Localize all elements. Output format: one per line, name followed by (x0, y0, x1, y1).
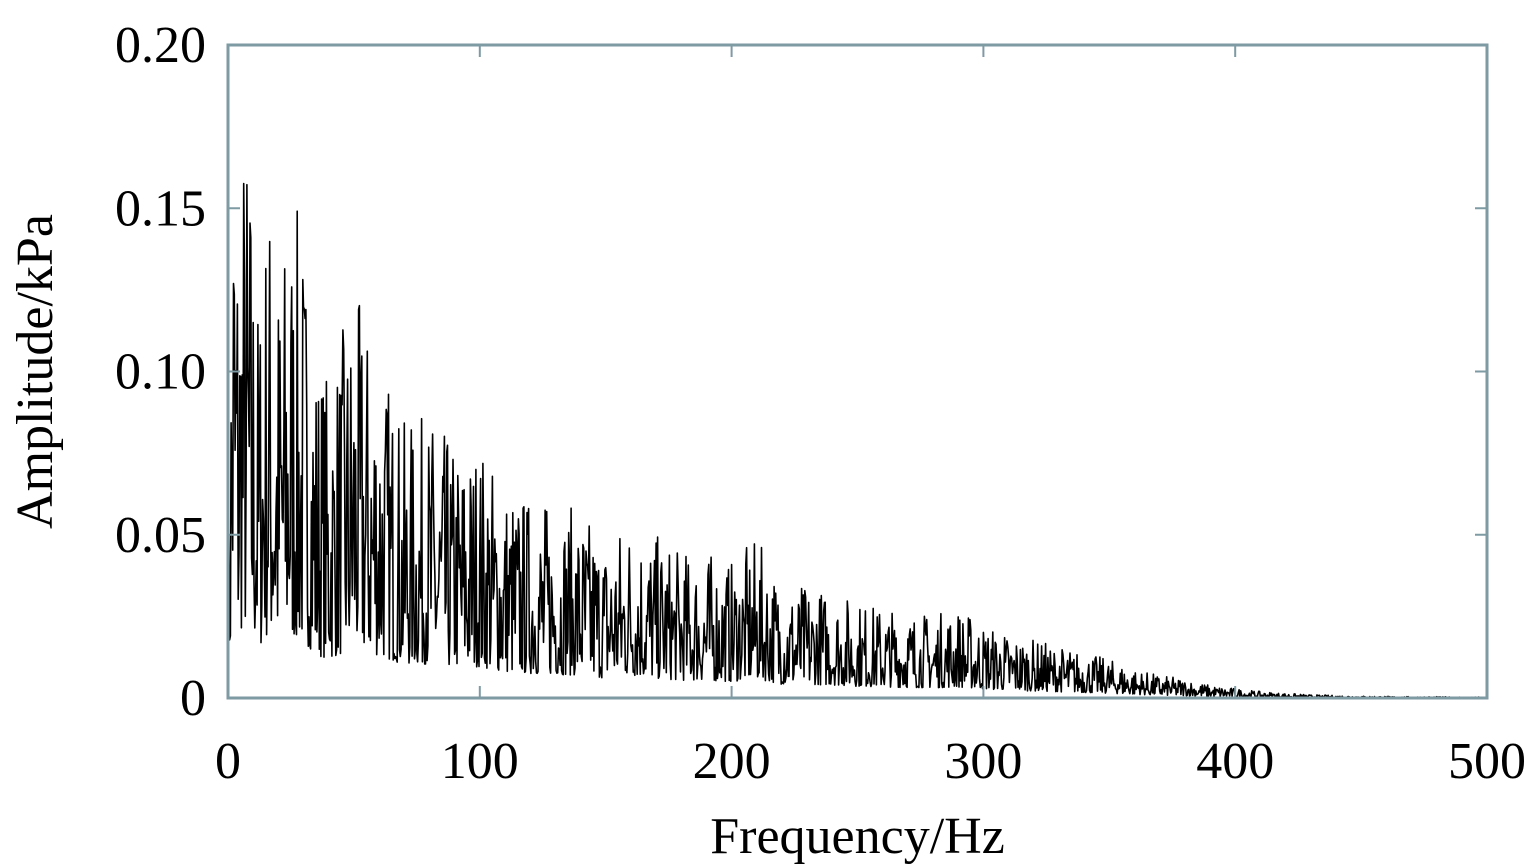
series-layer (227, 182, 1488, 699)
series-line (227, 182, 1488, 699)
y-tick-label: 0.05 (115, 507, 206, 564)
x-tick-label: 100 (441, 733, 519, 790)
x-tick-label: 400 (1196, 733, 1274, 790)
x-tick-label: 500 (1448, 733, 1526, 790)
y-tick-label: 0 (180, 670, 206, 727)
x-tick-label: 200 (693, 733, 771, 790)
y-tick-label: 0.10 (115, 344, 206, 401)
y-axis-title: Amplitude/kPa (7, 214, 64, 529)
x-tick-label: 0 (215, 733, 241, 790)
y-tick-labels: 0 0.05 0.10 0.15 0.20 (115, 17, 206, 727)
tick-layer (227, 44, 1488, 699)
x-axis-title: Frequency/Hz (710, 808, 1005, 865)
x-tick-labels: 0 100 200 300 400 500 (215, 733, 1526, 790)
y-tick-label: 0.15 (115, 180, 206, 237)
x-tick-label: 300 (944, 733, 1022, 790)
y-tick-label: 0.20 (115, 17, 206, 74)
